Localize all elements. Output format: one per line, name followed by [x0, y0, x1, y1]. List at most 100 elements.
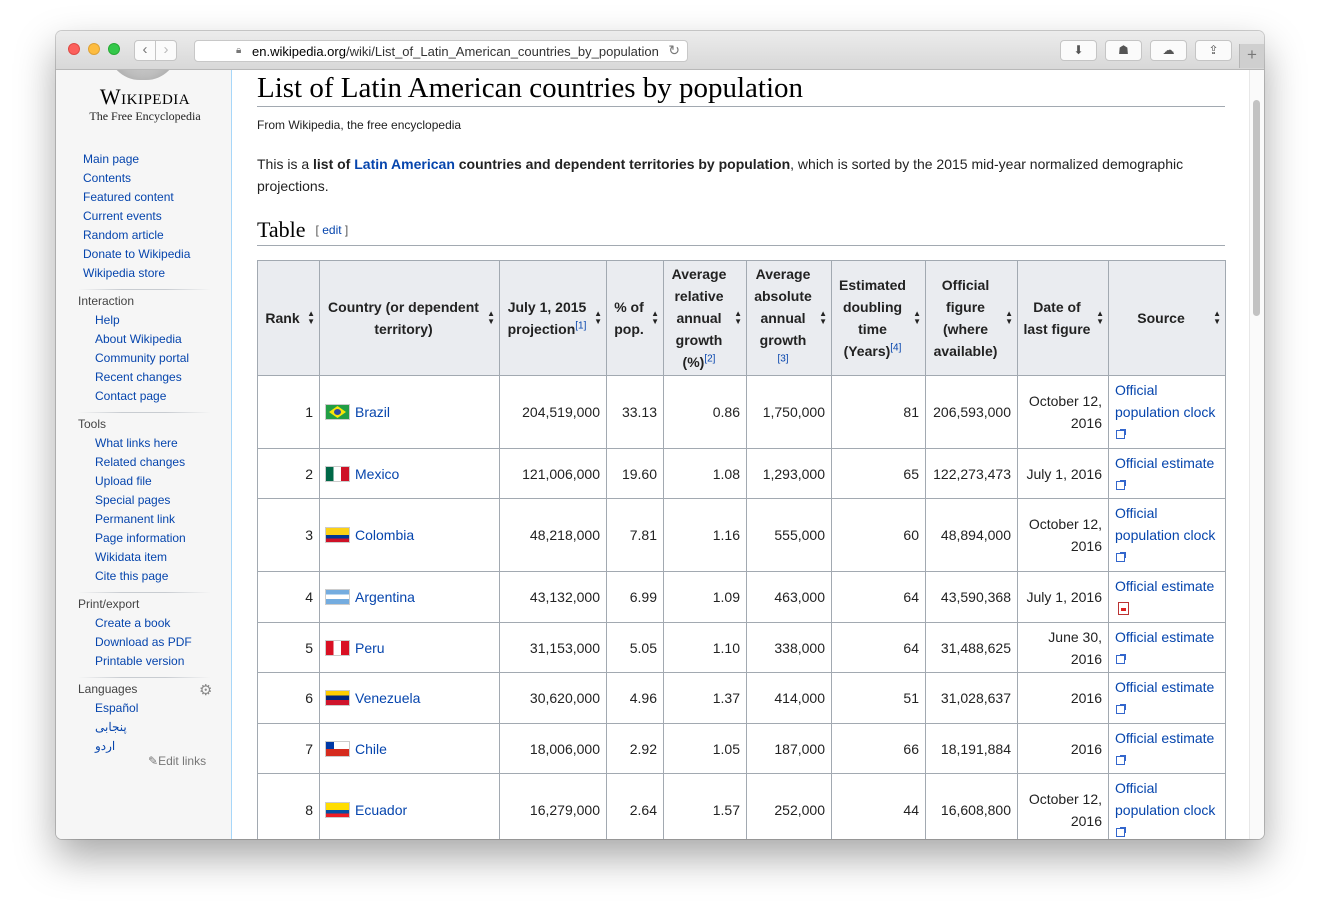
country-link[interactable]: Venezuela: [355, 690, 421, 706]
sidebar-item-cite-this-page[interactable]: Cite this page: [95, 569, 169, 583]
language-link-urdu[interactable]: اردو: [95, 739, 116, 753]
sidebar-item-what-links-here[interactable]: What links here: [95, 436, 178, 450]
sort-icon: ▲ ▼: [1096, 309, 1104, 326]
country-link[interactable]: Ecuador: [355, 802, 408, 818]
pdf-icon: [1118, 602, 1129, 615]
reference-link[interactable]: [3]: [777, 353, 789, 365]
country-cell: Brazil: [319, 375, 500, 449]
country-link[interactable]: Brazil: [355, 404, 391, 420]
sidebar-item-current-events[interactable]: Current events: [83, 209, 162, 223]
source-link[interactable]: Official estimate: [1115, 578, 1214, 616]
minimize-window-button[interactable]: [88, 43, 100, 55]
source-link[interactable]: Official estimate: [1115, 679, 1214, 717]
column-header-country[interactable]: Country (or dependent territory) ▲ ▼: [319, 260, 500, 376]
country-link[interactable]: Chile: [355, 740, 387, 757]
zoom-window-button[interactable]: [108, 43, 120, 55]
table-row: 7 Chile 18,006,000 2.92 1.05 187,000 66 18,191,…: [257, 723, 1226, 774]
percent-cell: 2.92: [606, 723, 664, 774]
sidebar-item-help[interactable]: Help: [95, 313, 120, 327]
browser-window: ‹ › 🔒︎ en.wikipedia.org/wiki/List_of_Lat…: [56, 31, 1264, 839]
venezuela-flag-icon[interactable]: [326, 691, 349, 705]
sidebar-item-wikidata-item[interactable]: Wikidata item: [95, 550, 168, 564]
wikipedia-wordmark[interactable]: Wikipedia: [99, 84, 191, 109]
sidebar-item-printable-version[interactable]: Printable version: [95, 654, 185, 668]
colombia-flag-icon[interactable]: [326, 528, 349, 542]
argentina-flag-icon[interactable]: [326, 590, 349, 604]
sidebar-item-upload-file[interactable]: Upload file: [95, 474, 152, 488]
gear-icon[interactable]: ⚙: [199, 682, 213, 699]
peru-flag-icon[interactable]: [326, 640, 349, 655]
sidebar-item-community-portal[interactable]: Community portal: [95, 351, 190, 365]
column-header-source[interactable]: Source ▲ ▼: [1108, 260, 1226, 376]
sidebar-item-create-book[interactable]: Create a book: [95, 616, 171, 630]
column-header-percent[interactable]: % of pop. ▲ ▼: [606, 260, 664, 376]
country-link[interactable]: Peru: [355, 639, 385, 656]
wikipedia-globe-logo[interactable]: [108, 70, 178, 80]
percent-cell: 7.81: [606, 498, 664, 572]
source-link[interactable]: Official estimate: [1115, 730, 1214, 768]
brazil-flag-icon[interactable]: [326, 405, 349, 419]
source-link[interactable]: Official population clock: [1115, 382, 1215, 442]
sidebar-item-contact-page[interactable]: Contact page: [95, 389, 167, 403]
country-link[interactable]: Mexico: [355, 465, 400, 482]
source-link[interactable]: Official estimate: [1115, 629, 1214, 667]
doubling-time-cell: 44: [831, 773, 926, 839]
sort-icon: ▲ ▼: [487, 309, 495, 326]
sidebar-item-download-pdf[interactable]: Download as PDF: [95, 635, 192, 649]
sidebar-item-recent-changes[interactable]: Recent changes: [95, 370, 182, 384]
language-link-punjabi[interactable]: پنجابی: [95, 720, 127, 734]
cloud-button[interactable]: ☁: [1150, 40, 1187, 61]
column-header-relative-growth[interactable]: Average relative annual growth (%)[2] ▲ ▼: [663, 260, 747, 376]
chile-flag-icon[interactable]: [326, 741, 349, 756]
column-header-official-figure[interactable]: Official figure (where available) ▲ ▼: [925, 260, 1018, 376]
reload-icon[interactable]: ↻: [668, 42, 680, 58]
new-tab-button[interactable]: +: [1239, 44, 1264, 68]
edit-section-link[interactable]: edit: [322, 223, 342, 237]
scrollbar-thumb[interactable]: [1253, 100, 1260, 316]
column-header-rank[interactable]: Rank ▲ ▼: [257, 260, 320, 376]
sidebar-item-main-page[interactable]: Main page: [83, 152, 140, 166]
downloads-button[interactable]: ⬇: [1060, 40, 1097, 61]
mexico-flag-icon[interactable]: [326, 466, 349, 481]
ecuador-flag-icon[interactable]: [326, 803, 349, 817]
source-link[interactable]: Official population clock: [1115, 505, 1215, 565]
sidebar-item-special-pages[interactable]: Special pages: [95, 493, 171, 507]
section-edit: [ edit ]: [315, 223, 349, 237]
sidebar-item-donate[interactable]: Donate to Wikipedia: [83, 247, 191, 261]
page-scrollbar[interactable]: [1249, 70, 1264, 839]
sidebar-item-store[interactable]: Wikipedia store: [83, 266, 166, 280]
sidebar-item-permanent-link[interactable]: Permanent link: [95, 512, 176, 526]
source-link[interactable]: Official estimate: [1115, 455, 1214, 493]
country-cell: Chile: [319, 723, 500, 774]
absolute-growth-cell: 414,000: [746, 672, 832, 724]
reference-link[interactable]: [4]: [890, 342, 902, 354]
language-link-espanol[interactable]: Español: [95, 701, 139, 715]
latin-american-link[interactable]: Latin American: [354, 156, 455, 172]
edit-links-link[interactable]: ✎Edit links: [148, 754, 207, 768]
sidebar-item-contents[interactable]: Contents: [83, 171, 132, 185]
column-header-projection[interactable]: July 1, 2015 projection[1] ▲ ▼: [499, 260, 607, 376]
external-link-icon: [1116, 653, 1126, 664]
country-link[interactable]: Colombia: [355, 527, 415, 543]
share-button[interactable]: ⇪: [1195, 40, 1232, 61]
sidebar-item-featured-content[interactable]: Featured content: [83, 190, 174, 204]
address-bar[interactable]: 🔒︎ en.wikipedia.org/wiki/List_of_Latin_A…: [194, 40, 688, 62]
relative-growth-cell: 1.05: [663, 723, 747, 774]
reference-link[interactable]: [2]: [704, 353, 716, 365]
source-cell: Official estimate: [1108, 672, 1226, 724]
column-header-absolute-growth[interactable]: Average absolute annual growth [3] ▲ ▼: [746, 260, 832, 376]
source-link[interactable]: Official population clock: [1115, 780, 1215, 839]
sidebar-item-about[interactable]: About Wikipedia: [95, 332, 182, 346]
sidebar-item-random-article[interactable]: Random article: [83, 228, 164, 242]
column-header-doubling-time[interactable]: Estimated doubling time (Years)[4] ▲ ▼: [831, 260, 926, 376]
back-button[interactable]: ‹: [134, 40, 156, 61]
close-window-button[interactable]: [68, 43, 80, 55]
extension-button[interactable]: ☗: [1105, 40, 1142, 61]
column-header-date[interactable]: Date of last figure ▲ ▼: [1017, 260, 1109, 376]
wikipedia-tagline: The Free Encyclopedia: [89, 109, 201, 123]
sidebar-item-page-information[interactable]: Page information: [95, 531, 186, 545]
country-link[interactable]: Argentina: [355, 589, 415, 605]
forward-button[interactable]: ›: [155, 40, 177, 61]
sidebar-item-related-changes[interactable]: Related changes: [95, 455, 186, 469]
reference-link[interactable]: [1]: [575, 320, 587, 332]
